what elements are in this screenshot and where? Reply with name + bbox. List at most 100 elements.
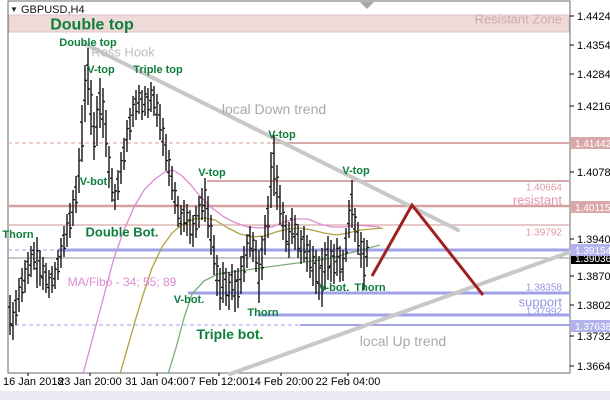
ohlc-bar bbox=[296, 224, 300, 258]
x-axis-label: 7 Feb 12:00 bbox=[190, 376, 249, 388]
v-top-label-4: V-top bbox=[342, 165, 370, 177]
ohlc-bar bbox=[242, 246, 246, 282]
ohlc-bar bbox=[317, 256, 321, 300]
ohlc-bar bbox=[359, 232, 363, 268]
ohlc-bar bbox=[299, 230, 303, 264]
price-marker-box-1.39154 bbox=[571, 244, 610, 256]
ohlc-bar bbox=[167, 150, 171, 186]
v-top-label-1: V-top bbox=[87, 64, 115, 76]
symbol-dropdown-icon[interactable]: ▼ bbox=[10, 5, 18, 14]
thorn-label-1: Thorn bbox=[2, 229, 33, 241]
ohlc-bar bbox=[335, 238, 339, 276]
y-axis-label: 1.39400 bbox=[577, 234, 610, 246]
ohlc-bar bbox=[356, 222, 360, 255]
ohlc-bar bbox=[149, 82, 153, 112]
price-marker-value: 1.39154 bbox=[575, 246, 610, 257]
ohlc-bar bbox=[185, 204, 189, 236]
ohlc-bar bbox=[143, 86, 147, 116]
ohlc-bar bbox=[254, 240, 258, 272]
forecast-zigzag[interactable] bbox=[370, 202, 485, 296]
ohlc-bar bbox=[32, 242, 36, 270]
v-bot-label-1: V-bot. bbox=[80, 176, 111, 188]
price-axis[interactable]: 1.44240 1.43540 1.42840 1.42160 1.40780 1.394… bbox=[570, 11, 610, 373]
ohlc-bar bbox=[83, 65, 87, 122]
ohlc-bar bbox=[164, 134, 168, 171]
ohlc-bar bbox=[29, 246, 33, 277]
plot-area-border[interactable] bbox=[7, 0, 571, 374]
ohlc-bar bbox=[227, 272, 231, 310]
y-axis-label: 1.42160 bbox=[577, 101, 610, 113]
ohlc-bar bbox=[176, 196, 180, 227]
ohlc-bar bbox=[338, 246, 342, 282]
ohlc-bar bbox=[50, 266, 54, 293]
ohlc-bar bbox=[281, 202, 285, 240]
ohlc-bar bbox=[8, 295, 12, 335]
x-axis-label: 31 Jan 04:00 bbox=[125, 376, 189, 388]
x-axis-label: 23 Jan 20:00 bbox=[58, 376, 122, 388]
ohlc-bar bbox=[215, 255, 219, 296]
ohlc-bar bbox=[206, 196, 210, 238]
ohlc-bar bbox=[155, 94, 159, 127]
ohlc-bar bbox=[23, 260, 27, 293]
ohlc-bar bbox=[62, 226, 66, 257]
price-marker-value: 1.39036 bbox=[575, 254, 610, 265]
ohlc-bar bbox=[125, 120, 129, 152]
ohlc-bar bbox=[353, 208, 357, 242]
ohlc-bar bbox=[116, 170, 120, 200]
ohlc-bar bbox=[65, 214, 69, 247]
ohlc-bar bbox=[26, 252, 30, 284]
y-axis-label: 1.43540 bbox=[577, 40, 610, 52]
ohlc-bar bbox=[158, 104, 162, 140]
ohlc-bar bbox=[221, 262, 225, 303]
ohlc-bar bbox=[101, 88, 105, 138]
ohlc-bar bbox=[107, 146, 111, 188]
ohlc-bar bbox=[113, 184, 117, 210]
ohlc-bar bbox=[38, 250, 42, 286]
ohlc-bar bbox=[182, 200, 186, 232]
ohlc-bar bbox=[263, 215, 267, 255]
level-label-1-37992: 1.37992 bbox=[526, 307, 563, 318]
price-marker-value: 1.41442 bbox=[575, 139, 610, 150]
ma-fibo-label: MA/Fibo - 34; 55; 89 bbox=[68, 275, 177, 289]
price-marker-box-1.41442 bbox=[571, 137, 610, 149]
trend-lines bbox=[83, 42, 572, 376]
thorn-label-3: Thorn bbox=[354, 282, 385, 294]
bottom-strip bbox=[0, 391, 610, 400]
double-top-label: Double top bbox=[59, 37, 117, 49]
price-marker-box-1.37638 bbox=[571, 320, 610, 332]
ohlc-bar bbox=[170, 166, 174, 200]
chart-shift-marker-icon[interactable] bbox=[360, 2, 374, 9]
ohlc-bar bbox=[347, 200, 351, 238]
ohlc-bar bbox=[77, 148, 81, 193]
title-double-top: Double top bbox=[50, 17, 134, 34]
y-axis-label: 1.38700 bbox=[577, 271, 610, 283]
ohlc-bar bbox=[68, 203, 72, 238]
level-label-support: support bbox=[519, 295, 563, 310]
ohlc-bar bbox=[239, 256, 243, 294]
symbol-timeframe-label: GBPUSD,H4 bbox=[21, 4, 85, 16]
ohlc-bar bbox=[140, 90, 144, 120]
symbol-label-group[interactable]: ▼ GBPUSD,H4 bbox=[10, 4, 85, 16]
ohlc-bar bbox=[20, 268, 24, 302]
ohlc-bar bbox=[74, 176, 78, 213]
ohlc-bar bbox=[56, 250, 60, 280]
ohlc-bar bbox=[266, 196, 270, 238]
ohlc-bar bbox=[200, 188, 204, 220]
ohlc-bar bbox=[212, 235, 216, 275]
ohlc-bar bbox=[98, 78, 102, 128]
thorn-label-2: Thorn bbox=[247, 307, 278, 319]
ohlc-bar bbox=[89, 80, 93, 135]
ross-hook-label: Ross Hook bbox=[91, 45, 155, 60]
local-up-trend-line[interactable] bbox=[228, 250, 572, 376]
local-down-trend-line[interactable] bbox=[83, 42, 460, 232]
level-label-1-40664: 1.40664 bbox=[526, 183, 563, 194]
ohlc-bar bbox=[119, 152, 123, 184]
y-axis-label: 1.40780 bbox=[577, 167, 610, 179]
ohlc-bar bbox=[209, 215, 213, 255]
ohlc-bar bbox=[44, 263, 48, 293]
ohlc-bar bbox=[161, 118, 165, 156]
